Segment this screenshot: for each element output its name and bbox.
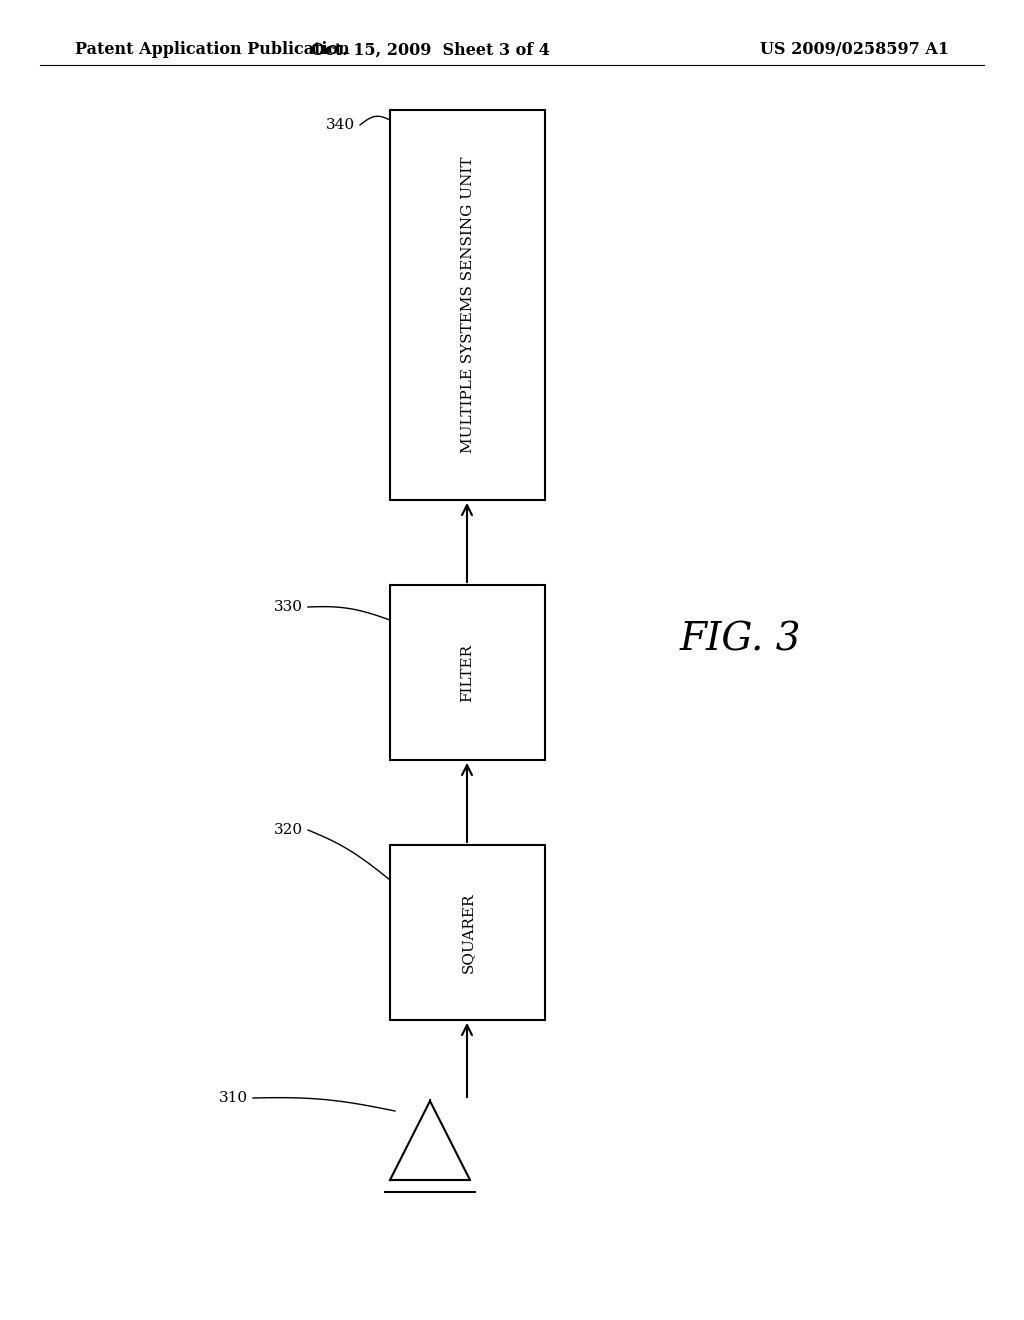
Text: MULTIPLE SYSTEMS SENSING UNIT: MULTIPLE SYSTEMS SENSING UNIT	[461, 157, 474, 453]
Text: US 2009/0258597 A1: US 2009/0258597 A1	[760, 41, 949, 58]
Text: Oct. 15, 2009  Sheet 3 of 4: Oct. 15, 2009 Sheet 3 of 4	[310, 41, 550, 58]
Bar	[390, 110, 545, 500]
Text: 340: 340	[326, 117, 355, 132]
Text: Patent Application Publication: Patent Application Publication	[75, 41, 350, 58]
Text: FILTER: FILTER	[461, 643, 474, 701]
Bar	[390, 585, 545, 760]
Text: 320: 320	[273, 822, 303, 837]
Text: FIG. 3: FIG. 3	[679, 622, 801, 659]
Text: 310: 310	[219, 1092, 248, 1105]
Text: SQUARER: SQUARER	[461, 892, 474, 973]
Bar	[390, 845, 545, 1020]
Text: 330: 330	[274, 601, 303, 614]
